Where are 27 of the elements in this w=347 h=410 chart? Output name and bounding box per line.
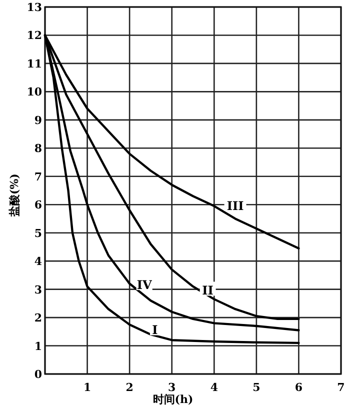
x-tick-label: 7 <box>337 381 345 394</box>
y-tick-label: 6 <box>34 198 42 212</box>
x-tick-label: 3 <box>168 381 176 394</box>
y-tick-label: 3 <box>34 283 42 296</box>
y-tick-label: 4 <box>34 255 42 268</box>
x-tick-label: 1 <box>83 381 92 394</box>
x-tick-label: 5 <box>252 381 260 394</box>
x-axis-title: 时间(h) <box>152 393 194 406</box>
y-tick-label: 13 <box>26 1 42 14</box>
x-tick-label: 2 <box>126 381 134 394</box>
series-label: IV <box>136 278 153 292</box>
series-label: III <box>226 199 244 214</box>
y-tick-label: 12 <box>26 29 42 42</box>
y-tick-label: 1 <box>34 340 42 353</box>
y-axis-title: 盐酸(%) <box>8 174 21 218</box>
y-tick-label: 0 <box>34 368 42 381</box>
x-tick-label: 4 <box>210 381 218 394</box>
y-tick-label: 11 <box>26 57 42 70</box>
x-tick-label: 6 <box>294 381 303 394</box>
y-tick-label: 8 <box>34 142 42 156</box>
series-label: II <box>202 284 214 298</box>
y-tick-label: 10 <box>26 86 42 99</box>
y-tick-label: 7 <box>34 170 42 184</box>
y-tick-label: 9 <box>34 114 42 127</box>
y-tick-label: 5 <box>34 226 42 240</box>
series-label: I <box>152 323 158 338</box>
y-tick-label: 2 <box>34 312 42 325</box>
